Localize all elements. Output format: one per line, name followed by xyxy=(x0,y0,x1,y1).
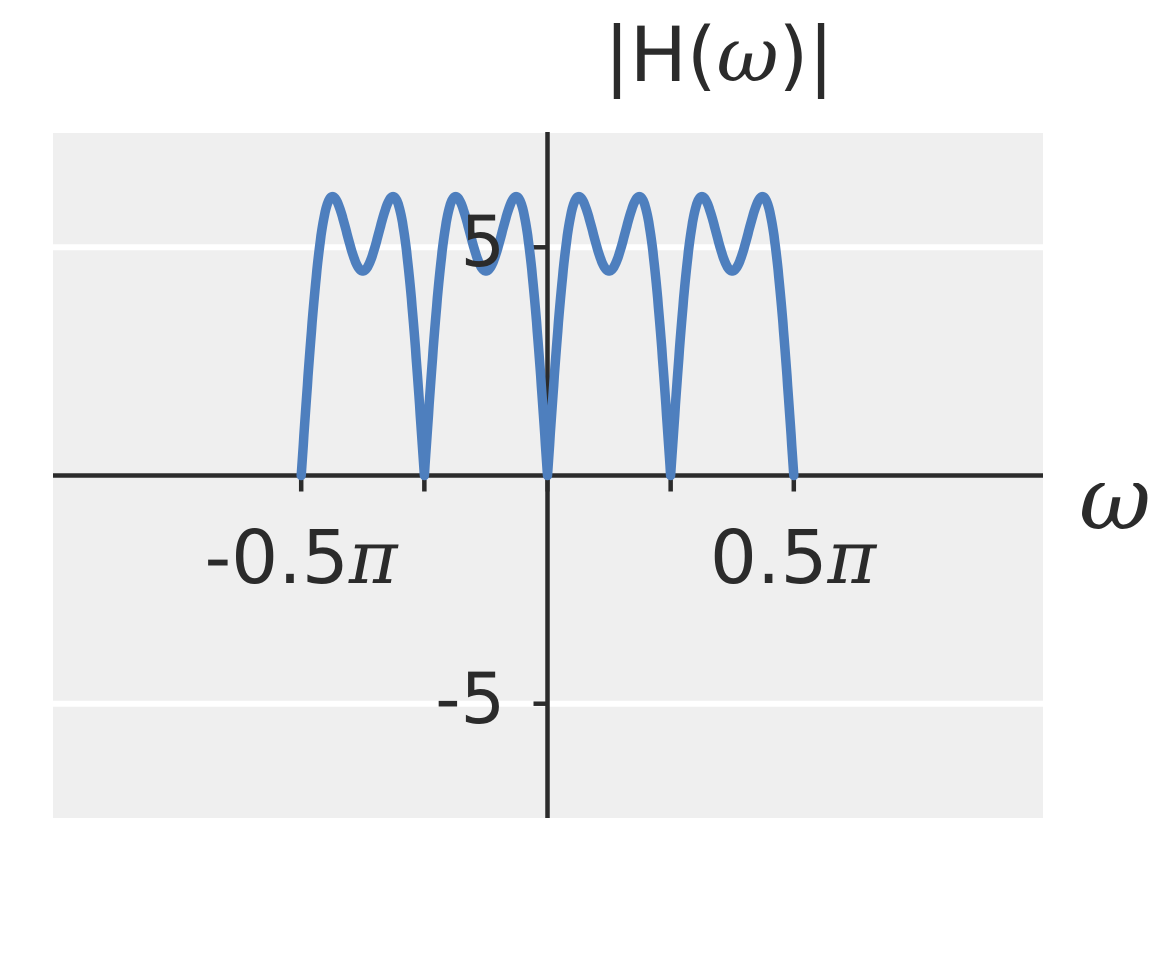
x-tick-label-half-pi: 0.5π xyxy=(710,521,876,595)
x-tick-neg-number: -0.5 xyxy=(204,515,349,601)
pi-glyph: π xyxy=(348,515,398,601)
x-tick-pos-number: 0.5 xyxy=(709,515,828,601)
response-curve xyxy=(296,191,799,481)
y-tick-label-5: 5 xyxy=(460,201,505,283)
y-tick-label-neg5: -5 xyxy=(435,658,505,740)
chart-title-pre: |H( xyxy=(604,10,717,99)
omega-glyph: ω xyxy=(716,10,779,99)
x-axis-label-omega: ω xyxy=(1079,447,1151,550)
chart-title: |H(ω)| xyxy=(604,17,834,93)
x-tick-label-neg-half-pi: -0.5π xyxy=(204,521,397,595)
chart-title-post: )| xyxy=(778,10,834,99)
pi-glyph: π xyxy=(827,515,877,601)
